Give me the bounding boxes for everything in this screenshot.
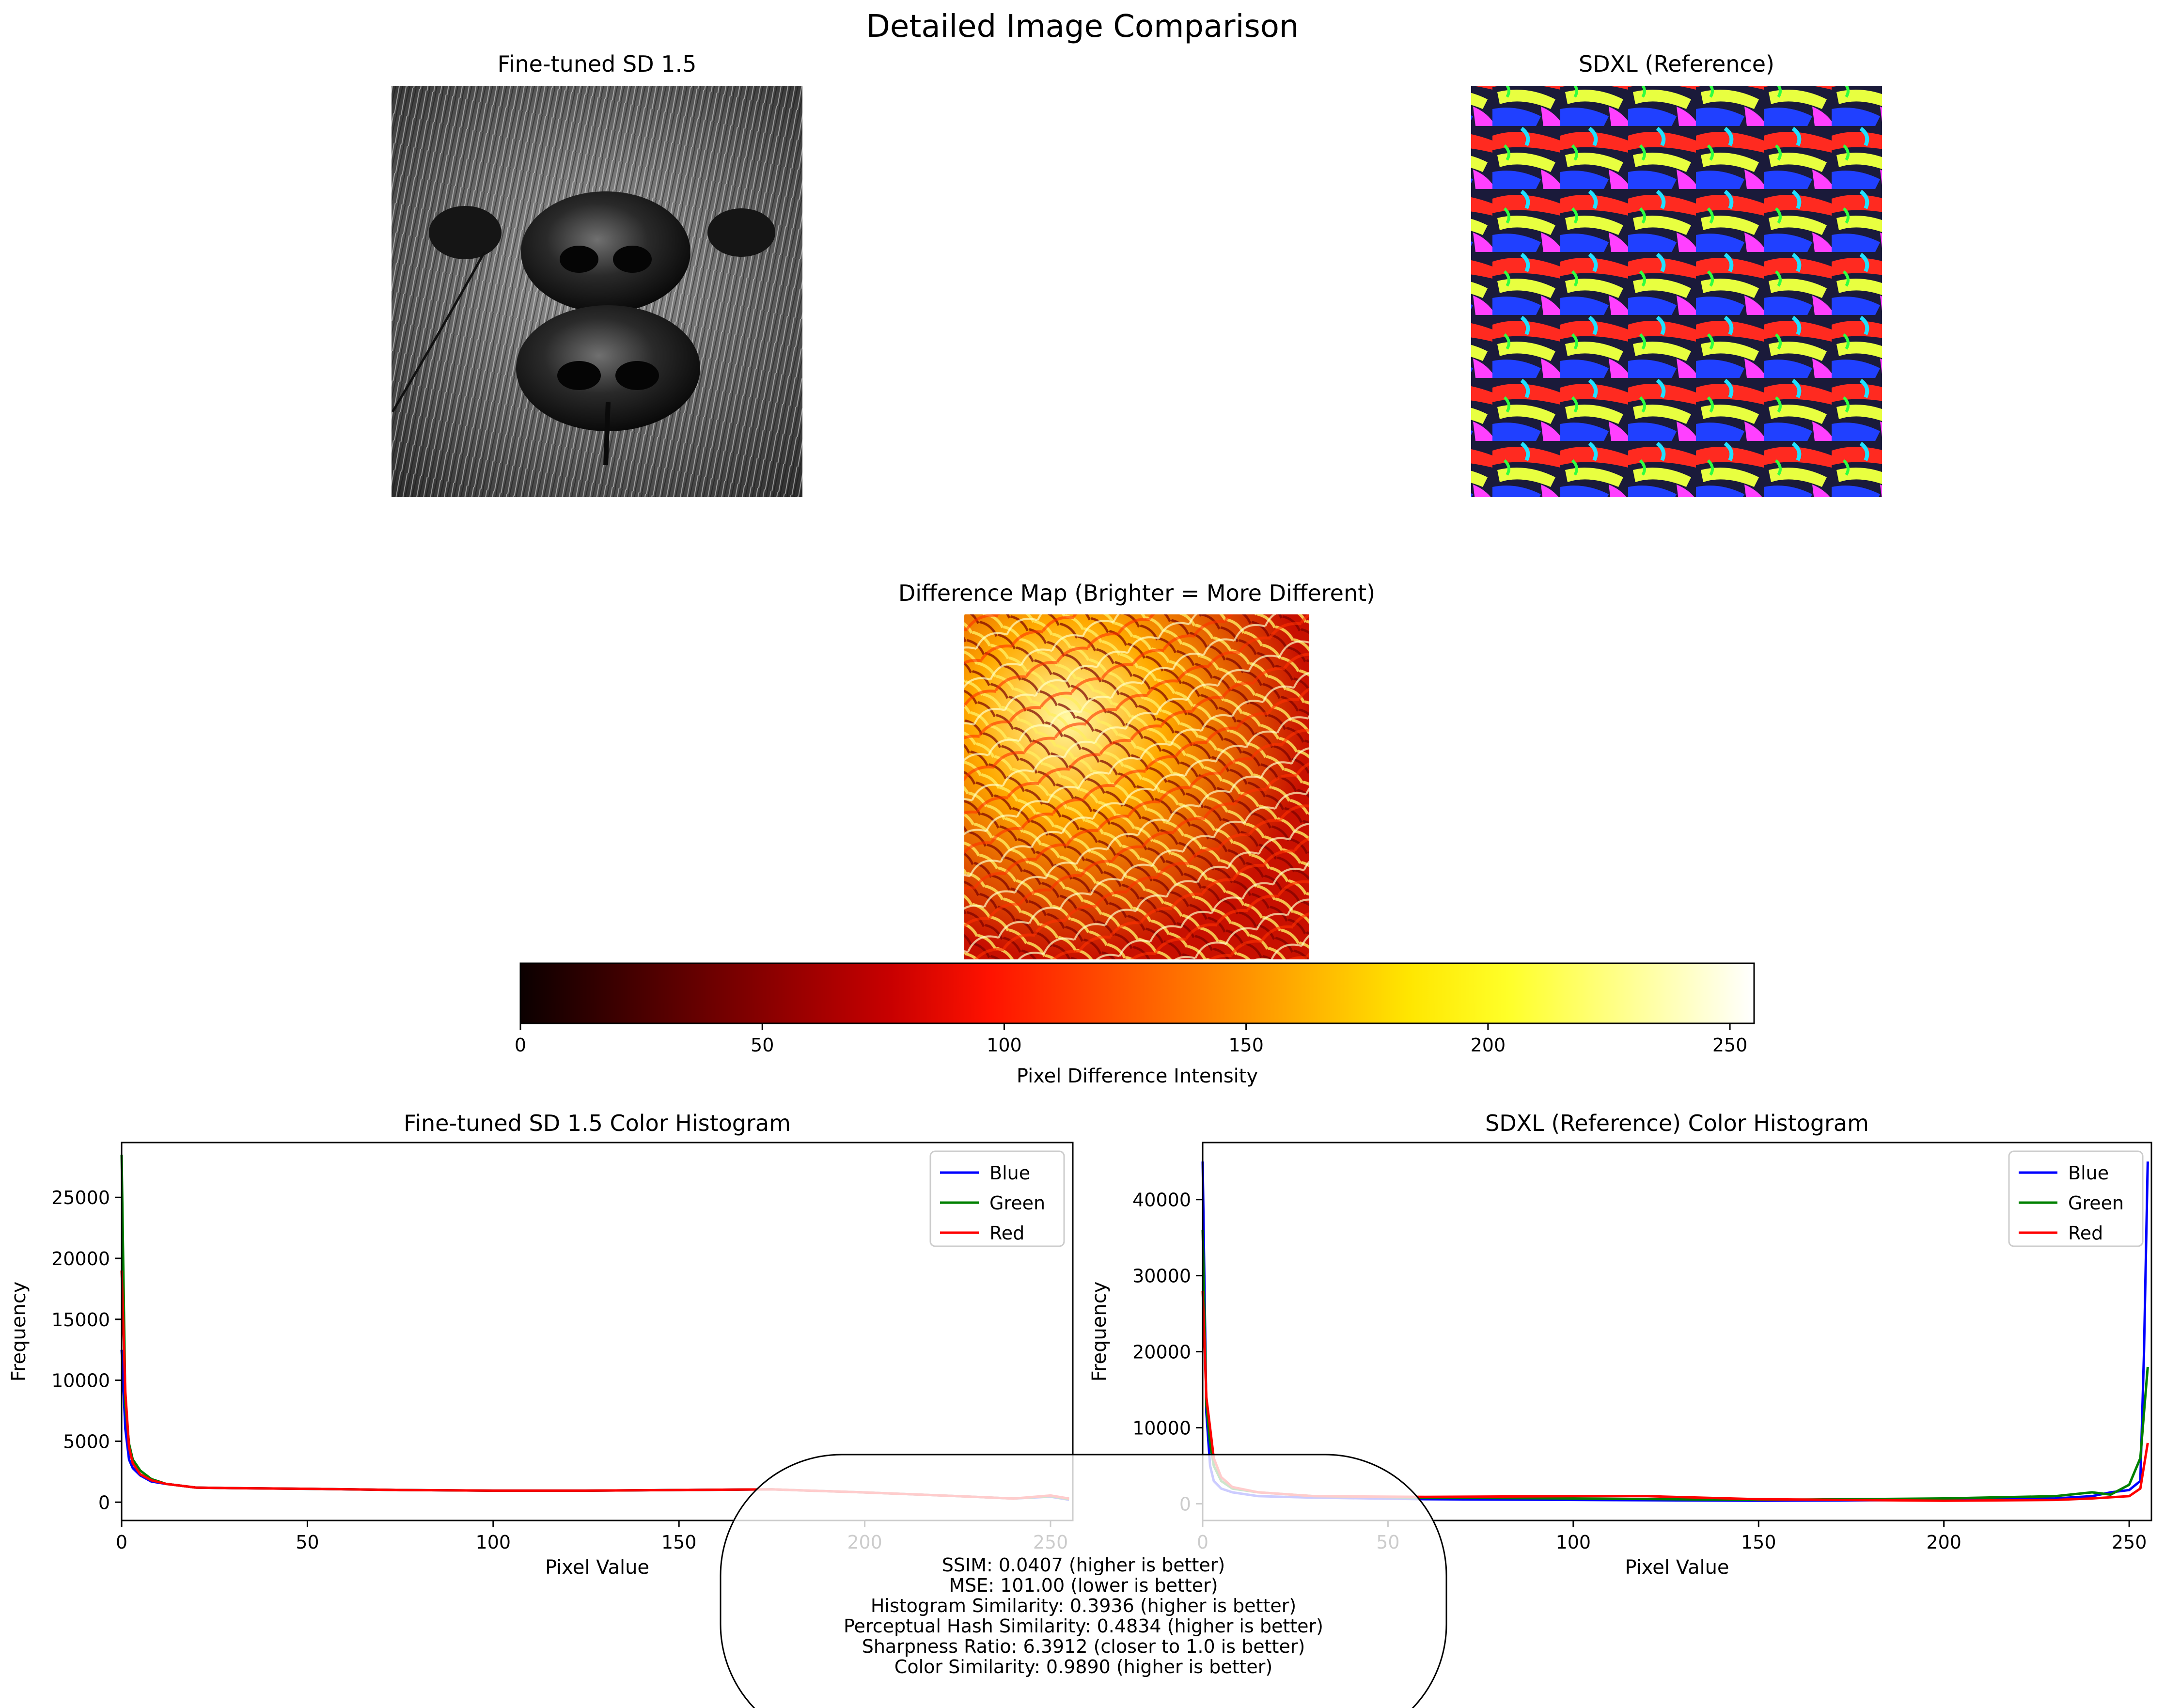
difference-map [964,614,1309,959]
right-image [1471,86,1882,497]
y-tick-label: 20000 [51,1248,110,1269]
y-tick-label: 10000 [1132,1418,1191,1439]
metrics-box: SSIM: 0.0407 (higher is better)MSE: 101.… [720,1454,1447,1708]
metric-line: SSIM: 0.0407 (higher is better) [942,1554,1225,1576]
metric-line: Histogram Similarity: 0.3936 (higher is … [871,1595,1296,1616]
colorbar: 0 50 100 150 200 250 Pixel Difference Intensi… [515,962,1755,1087]
x-tick-label: 100 [476,1532,511,1553]
y-tick-label: 25000 [51,1187,110,1208]
colorbar-ticks: 0 50 100 150 200 250 [515,1023,1747,1056]
histogram-chart-sdxl: SDXL (Reference) Color Histogram05010015… [1088,1110,2152,1579]
colorbar-label: Pixel Difference Intensity [1017,1065,1258,1087]
x-tick-label: 100 [1556,1532,1591,1553]
y-tick-label: 10000 [51,1370,110,1392]
colorbar-tick-label: 0 [515,1034,526,1056]
y-axis-label: Frequency [1088,1282,1111,1382]
legend-frame [2008,1150,2144,1247]
metrics-box-frame [720,1454,1447,1708]
legend-label-blue: Blue [989,1162,1030,1184]
legend: Blue Green Red [929,1150,1065,1247]
legend: Blue Green Red [2008,1150,2144,1247]
colorbar-tick-label: 150 [1228,1034,1264,1056]
colorbar-gradient [519,962,1755,1024]
colorbar-tick-label: 100 [987,1034,1022,1056]
colorbar-tick-label: 50 [751,1034,774,1056]
x-axis-label: Pixel Value [1625,1556,1729,1579]
chart-title: Fine-tuned SD 1.5 Color Histogram [404,1110,791,1136]
series-line-blue [1201,1161,2149,1502]
chart-title: SDXL (Reference) Color Histogram [1485,1110,1869,1136]
colorbar-tick-label: 200 [1471,1034,1506,1056]
x-tick-label: 250 [2112,1532,2147,1553]
plot-frame [121,1142,1074,1521]
metric-line: Sharpness Ratio: 6.3912 (closer to 1.0 i… [862,1636,1305,1657]
x-axis-label: Pixel Value [545,1556,649,1579]
metric-line: Perceptual Hash Similarity: 0.4834 (high… [844,1615,1323,1637]
right-image-title: SDXL (Reference) [1579,51,1774,77]
y-tick-label: 30000 [1132,1266,1191,1287]
y-tick-label: 40000 [1132,1190,1191,1211]
x-tick-label: 200 [1926,1532,1961,1553]
colorbar-tick-label: 250 [1712,1034,1748,1056]
left-image-title: Fine-tuned SD 1.5 [498,51,697,77]
y-axis-label: Frequency [8,1282,30,1382]
x-tick-label: 0 [116,1532,127,1553]
metrics-lines: SSIM: 0.0407 (higher is better)MSE: 101.… [844,1554,1323,1677]
y-tick-label: 5000 [63,1431,110,1452]
x-tick-label: 150 [1741,1532,1776,1553]
plot-frame [1202,1142,2152,1521]
legend-label-red: Red [2068,1222,2103,1244]
legend-label-green: Green [989,1192,1045,1214]
y-tick-label: 0 [98,1492,110,1513]
left-image [391,86,802,497]
y-tick-label: 15000 [51,1309,110,1331]
y-tick-label: 20000 [1132,1342,1191,1363]
legend-label-blue: Blue [2068,1162,2109,1184]
metric-line: Color Similarity: 0.9890 (higher is bett… [894,1656,1272,1677]
difference-map-title: Difference Map (Brighter = More Differen… [898,580,1375,606]
legend-label-red: Red [989,1222,1024,1244]
legend-label-green: Green [2068,1192,2124,1214]
series-line-green [120,1155,1069,1501]
figure-title: Detailed Image Comparison [866,9,1299,45]
metric-line: MSE: 101.00 (lower is better) [949,1575,1218,1596]
legend-frame [929,1150,1065,1247]
x-tick-label: 150 [661,1532,697,1553]
x-tick-label: 50 [296,1532,319,1553]
